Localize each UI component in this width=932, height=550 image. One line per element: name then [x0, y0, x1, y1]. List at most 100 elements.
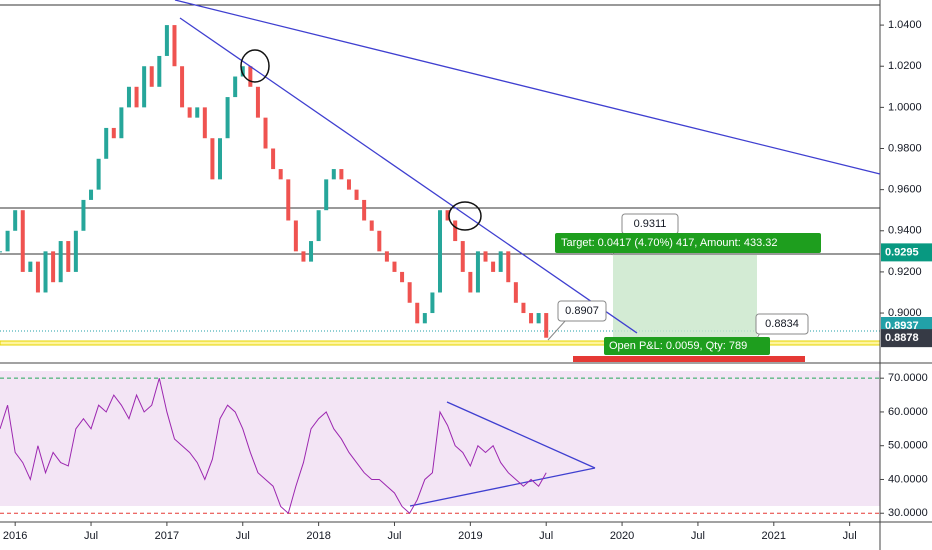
candle	[506, 251, 511, 283]
candle	[28, 261, 33, 272]
candle	[498, 251, 503, 272]
y-tick-label: 0.9000	[888, 307, 922, 319]
x-tick-label: 2018	[306, 530, 330, 542]
candle	[491, 261, 496, 272]
candle	[422, 313, 427, 324]
candle	[536, 313, 541, 324]
target-label: Target: 0.0417 (4.70%) 417, Amount: 433.…	[561, 237, 777, 249]
candle	[248, 66, 253, 87]
candle	[89, 189, 94, 200]
candle	[392, 261, 397, 272]
x-tick-label: 2020	[610, 530, 634, 542]
candle	[195, 107, 200, 118]
candle	[286, 179, 291, 221]
y-tick-label: 30.0000	[888, 507, 928, 519]
y-tick-label: 0.9400	[888, 225, 922, 237]
rsi-band	[0, 371, 880, 506]
pnl-label: Open P&L: 0.0059, Qty: 789	[609, 340, 747, 352]
candle	[430, 292, 435, 314]
callout-box	[557, 300, 607, 322]
candle	[218, 138, 222, 180]
x-tick-label: Jul	[691, 530, 705, 542]
x-tick-label: Jul	[387, 530, 401, 542]
candle	[225, 97, 230, 139]
candle	[111, 127, 116, 139]
candle	[301, 251, 306, 262]
y-tick-label: 70.0000	[888, 372, 928, 384]
y-tick-label: 0.9800	[888, 142, 922, 154]
candle	[66, 241, 71, 272]
candle	[445, 210, 450, 221]
candle	[339, 169, 344, 180]
candle	[119, 107, 124, 139]
target-zone	[613, 255, 757, 343]
stop-zone	[573, 356, 805, 362]
candle	[369, 220, 374, 231]
callout-text: 0.8834	[765, 318, 799, 330]
candle	[240, 66, 245, 77]
candle	[58, 241, 63, 283]
trendline	[179, 17, 638, 334]
price-badge-label: 0.9295	[885, 246, 919, 258]
candle	[309, 241, 314, 262]
candle	[529, 313, 534, 324]
candle	[468, 271, 473, 293]
trendline	[409, 467, 596, 507]
candle	[20, 210, 25, 272]
x-tick-label: Jul	[843, 530, 857, 542]
price-badge-label: 0.8937	[885, 320, 919, 332]
candle	[316, 210, 321, 242]
candle	[157, 55, 162, 87]
candle	[331, 169, 336, 180]
candle	[438, 210, 442, 293]
candle	[43, 251, 48, 293]
callout-text: 0.9311	[634, 218, 667, 230]
callout-text: 0.8907	[565, 305, 599, 317]
candle	[187, 107, 192, 118]
candle	[483, 251, 488, 262]
candle	[255, 86, 260, 118]
candle	[346, 179, 351, 190]
candles	[0, 25, 549, 338]
candle	[354, 189, 359, 200]
candle	[134, 86, 139, 108]
trendline	[174, 0, 881, 175]
circle-mark	[240, 49, 270, 83]
overlays: 0.9311 0.8907 0.8834 Target: 0.0417 (4.7…	[174, 0, 881, 355]
candle	[263, 117, 268, 149]
rsi-pane	[0, 371, 880, 507]
candle	[149, 66, 154, 87]
y-tick-label: 0.9200	[888, 266, 922, 278]
candle	[377, 230, 382, 252]
candle	[104, 127, 109, 159]
candle	[96, 158, 101, 190]
callout-box	[755, 313, 809, 335]
candle	[51, 251, 56, 283]
y-tick-label: 1.0400	[888, 19, 922, 31]
x-tick-label: 2016	[3, 530, 27, 542]
price-badge-label: 0.8878	[885, 332, 919, 344]
x-tick-label: Jul	[539, 530, 553, 542]
x-tick-label: Jul	[236, 530, 250, 542]
candle	[233, 76, 238, 98]
candle	[460, 241, 465, 272]
x-tick-label: 2021	[762, 530, 786, 542]
candle	[172, 25, 177, 67]
candle	[73, 230, 78, 272]
pnl-label-box	[604, 337, 770, 355]
candle	[362, 199, 367, 221]
candle	[293, 220, 298, 252]
y-tick-label: 40.0000	[888, 473, 928, 485]
candle	[81, 199, 86, 231]
x-tick-label: Jul	[84, 530, 98, 542]
y-tick-label: 50.0000	[888, 440, 928, 452]
candle	[142, 66, 147, 108]
candle	[180, 66, 185, 108]
candle	[324, 179, 329, 211]
candle	[513, 282, 518, 303]
candle	[415, 302, 420, 324]
x-tick-label: 2017	[155, 530, 179, 542]
candle	[0, 251, 2, 253]
target-label-box	[555, 233, 821, 253]
